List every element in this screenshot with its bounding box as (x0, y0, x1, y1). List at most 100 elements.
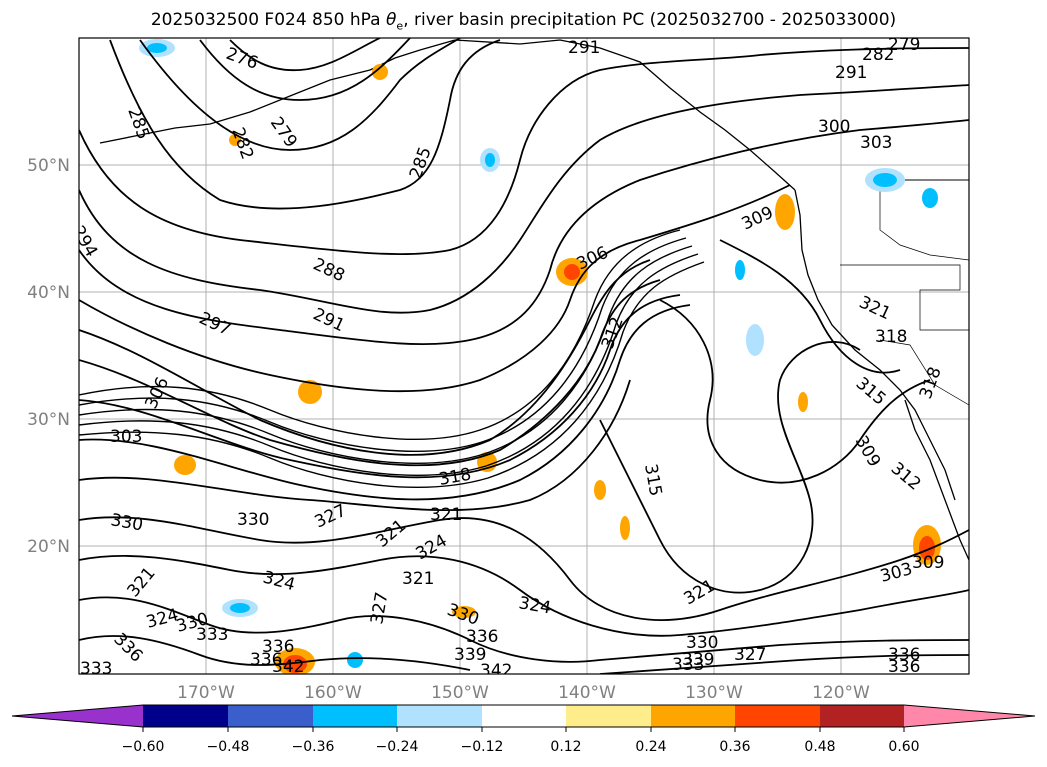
precip-pos-mexico-core (919, 536, 935, 560)
contour-label: 330 (686, 633, 718, 653)
contour-321 (719, 239, 901, 374)
precip-shading (139, 39, 941, 674)
colorbar: −0.60 −0.48 −0.36 −0.24 −0.12 0.12 0.24 … (11, 704, 1036, 755)
colorbar-tick-label: 0.12 (550, 739, 581, 755)
jet-contour-3 (79, 245, 693, 464)
contour-label: 330 (237, 510, 269, 530)
contour-297 (79, 184, 791, 393)
contour-318 (659, 299, 931, 484)
contour-label: 291 (568, 38, 600, 58)
contour-330 (79, 596, 969, 663)
state-borders-north (879, 190, 969, 261)
precip-pos-north2 (229, 134, 241, 146)
colorbar-tick-label: 0.48 (804, 739, 835, 755)
colorbar-segment (397, 705, 482, 727)
precip-pos-30n (298, 380, 322, 404)
precip-neg-south (347, 652, 363, 668)
colorbar-tick-label: −0.12 (461, 739, 504, 755)
jet-contour-bundle (79, 229, 705, 488)
lon-label: 160°W (304, 683, 362, 703)
precip-pos-hawaii-south-core (283, 655, 307, 673)
contour-label: 318 (875, 327, 907, 347)
lon-label: 120°W (812, 683, 870, 703)
precip-pos-south (452, 606, 476, 618)
colorbar-segment (735, 705, 820, 727)
contour-282 (139, 38, 461, 151)
state-borders-south (840, 264, 969, 331)
precip-neg-aleutian-core (147, 43, 167, 53)
title-suffix: , river basin precipitation PC (20250327… (403, 10, 897, 30)
precip-neg-gulf-core (485, 153, 495, 167)
precip-neg-idaho (922, 188, 938, 208)
contour-315 (599, 341, 861, 594)
contour-285 (109, 39, 501, 210)
coastline-us-west (794, 189, 956, 501)
contour-label: 291 (835, 63, 867, 83)
title-theta: θ (386, 10, 397, 30)
theta-e-contours (79, 38, 969, 674)
contour-label: 321 (402, 569, 434, 589)
precip-pos-sub2 (620, 516, 630, 540)
contour-300 (79, 259, 651, 456)
map-plot-area: 276 291 279 282 285 279 282 285 291 300 … (79, 35, 969, 679)
border-us-mexico (879, 339, 969, 406)
precip-pos-sub1 (594, 480, 606, 500)
contour-label: 327 (734, 645, 766, 665)
lat-label: 40°N (27, 283, 70, 303)
precip-pos-140w-core (564, 264, 580, 280)
contour-279 (199, 38, 411, 101)
colorbar-extend-high (904, 705, 1035, 727)
colorbar-segment (313, 705, 397, 727)
colorbar-segment (482, 705, 566, 727)
contour-327 (79, 554, 969, 637)
contour-label: 303 (860, 133, 892, 153)
contour-label: 282 (862, 45, 894, 65)
colorbar-tick-label: 0.60 (888, 739, 919, 755)
lon-label: 140°W (558, 683, 616, 703)
colorbar-tick-label: −0.60 (122, 739, 165, 755)
jet-contour-4 (79, 253, 699, 476)
contour-label: 303 (110, 427, 142, 447)
contour-333 (79, 635, 471, 671)
precip-pos-oregon (775, 194, 795, 230)
precip-neg-offshore (746, 324, 764, 356)
lat-label: 50°N (27, 156, 70, 176)
lat-label: 30°N (27, 410, 70, 430)
contour-label: 333 (80, 659, 112, 679)
title-theta-subscript: e (396, 19, 404, 33)
colorbar-tick-label: −0.24 (376, 739, 419, 755)
precip-pos-west (174, 455, 196, 475)
colorbar-tick-marks (142, 727, 905, 732)
precip-pos-north (372, 64, 388, 80)
jet-contour-5 (79, 261, 705, 488)
contour-label: 336 (250, 650, 282, 670)
contour-label: 279 (888, 35, 920, 55)
colorbar-segment (820, 705, 904, 727)
precip-pos-offshore (798, 392, 808, 412)
latitude-labels: 50°N 40°N 30°N 20°N (27, 156, 70, 557)
precip-neg-hawaii-core (230, 603, 250, 613)
contour-label: 342 (272, 657, 304, 677)
title-prefix: 2025032500 F024 850 hPa (150, 10, 386, 30)
map-frame (78, 37, 970, 675)
colorbar-tick-label: −0.36 (292, 739, 335, 755)
contour-309 (79, 304, 691, 501)
contour-label: 333 (196, 625, 228, 645)
contour-label: 339 (682, 650, 714, 670)
coastline-aleutians (99, 39, 456, 144)
lat-label: 20°N (27, 537, 70, 557)
contour-294 (79, 119, 969, 346)
colorbar-extend-low (12, 705, 143, 727)
lon-label: 130°W (685, 683, 743, 703)
precip-neg-offshore2 (735, 260, 745, 280)
colorbar-segment (228, 705, 313, 727)
coastlines (99, 39, 969, 561)
colorbar-tick-label: 0.36 (719, 739, 750, 755)
contour-label: 336 (888, 657, 920, 677)
lon-label: 170°W (177, 683, 235, 703)
contour-336 (599, 654, 969, 674)
colorbar-segment (143, 705, 228, 727)
contour-labels: 276 291 279 282 285 279 282 285 291 300 … (79, 35, 946, 679)
contour-label: 309 (912, 553, 944, 573)
precip-neg-pnw-core (873, 173, 897, 187)
